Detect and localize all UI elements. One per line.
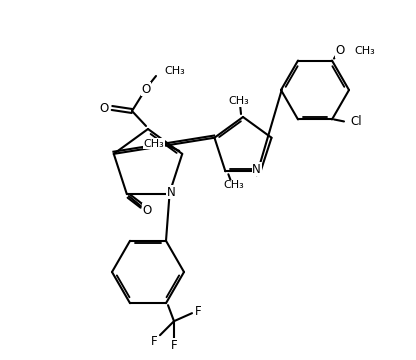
Text: CH₃: CH₃ <box>144 139 164 149</box>
Text: CH₃: CH₃ <box>229 96 249 106</box>
Text: O: O <box>335 44 344 57</box>
Text: F: F <box>171 339 177 352</box>
Text: N: N <box>167 186 176 199</box>
Text: O: O <box>141 82 151 95</box>
Text: CH₃: CH₃ <box>354 46 375 55</box>
Text: F: F <box>195 305 201 318</box>
Text: CH₃: CH₃ <box>223 180 244 190</box>
Text: N: N <box>252 163 261 176</box>
Text: O: O <box>142 204 151 217</box>
Text: Cl: Cl <box>350 115 362 128</box>
Text: F: F <box>151 335 157 348</box>
Text: O: O <box>99 102 109 114</box>
Text: CH₃: CH₃ <box>164 66 185 76</box>
